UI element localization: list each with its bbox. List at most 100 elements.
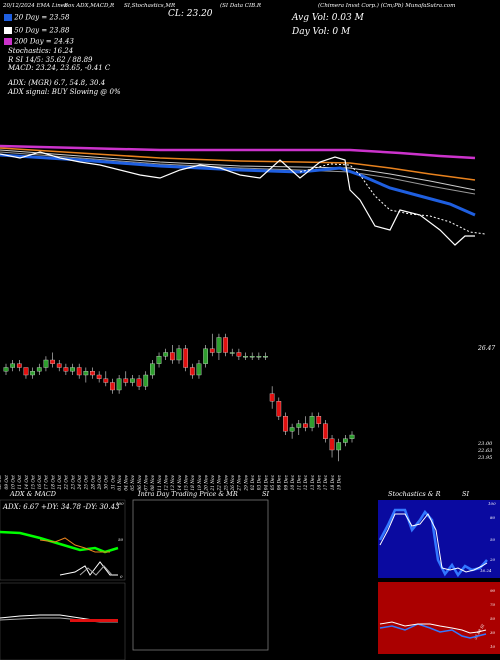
date-tick-label: 12 Dec [304, 474, 309, 490]
symbol-label: (SI Data CIB.R [220, 3, 262, 9]
mr-line [379, 623, 487, 639]
stoch-readout: Stochastics: 16.24 [8, 47, 74, 55]
date-tick-label: 20 Nov [204, 474, 209, 491]
adx-signal: ADX signal: BUY Slowing @ 0% [8, 88, 121, 96]
ema20-swatch [4, 14, 12, 21]
date-tick-label: 07 Nov [145, 474, 150, 490]
candle-body [349, 434, 355, 439]
adx-plus-line [0, 530, 119, 554]
candle-body [10, 363, 16, 368]
candle-body [329, 438, 335, 451]
candle-body [169, 352, 175, 361]
date-tick-label: 04 Nov [125, 474, 130, 490]
date-tick-label: 01 Nov [118, 474, 123, 490]
company-label: (Chimera Invst Corp.) (Cm;Pb) MunafaSutr… [318, 3, 456, 9]
candle-body [90, 371, 95, 376]
date-tick-label: 19 Dec [338, 474, 343, 490]
date-tick-label: 30 Oct [105, 475, 110, 490]
date-tick-label: 21 Nov [211, 474, 216, 491]
ema50-legend: 50 Day = 23.88 [4, 27, 69, 35]
candle-body [323, 423, 328, 439]
candle-body [16, 363, 22, 368]
adx-readout: ADX: (MGR) 6.7, 54.8, 30.4 [8, 79, 106, 87]
candle-body [43, 359, 49, 368]
macd-histogram [70, 619, 118, 622]
date-tick-label: 18 Oct [51, 475, 56, 490]
stoch-tick-80: 80 [490, 515, 496, 520]
title-indicators: Box ADX,MACD,R [64, 3, 115, 9]
candle-body [216, 337, 222, 353]
date-tick-label: 25 Oct [85, 475, 90, 491]
date-tick-label: 05 Nov [131, 474, 136, 490]
candle-body [276, 401, 282, 417]
candle-body [23, 367, 29, 376]
candle-body [150, 363, 155, 376]
candle-body [163, 352, 169, 357]
candle-body [3, 367, 9, 372]
adx-tick-50: 50 [118, 537, 124, 542]
candle-body [56, 363, 62, 368]
ema-gray-line [0, 149, 476, 191]
stoch-tick-50: 50 [490, 537, 496, 542]
ema20-legend: 20 Day = 23.58 [4, 14, 69, 22]
date-tick-label: 29 Nov [244, 474, 249, 491]
adx-tick-0: 0 [120, 574, 123, 579]
title-indicators-2: SI,Stochastics,MR [124, 3, 176, 9]
date-tick-label: 25 Nov [224, 474, 229, 491]
ema20-line [0, 153, 476, 217]
mr-line-white [379, 621, 487, 634]
candle-body [309, 416, 315, 428]
adx-panel-readout: ADX: 6.67 +DY: 34.78 -DY: 30.43 [2, 503, 120, 511]
candle-body [63, 367, 69, 372]
stoch-panel-title: Stochastics & R [388, 490, 441, 498]
candle-body [256, 356, 262, 358]
date-tick-label: 27 Nov [238, 474, 243, 491]
stoch-tick-20: 20 [489, 557, 496, 562]
candle-body [30, 371, 35, 376]
candle-body [263, 356, 268, 358]
date-tick-label: 21 Oct [58, 475, 63, 491]
date-tick-label: 15 Oct [31, 475, 36, 490]
ema200-swatch [4, 38, 12, 45]
date-tick-label: 08 Oct [0, 475, 3, 490]
date-tick-label: 28 Oct [91, 475, 96, 491]
candle-body [196, 363, 202, 376]
date-tick-label: 15 Nov [184, 474, 189, 490]
date-tick-label: 18 Nov [191, 474, 196, 490]
candle-body [136, 378, 142, 387]
price-axis-label-2: 22.63 [477, 448, 492, 454]
date-tick-label: 04 Dec [264, 474, 269, 490]
adx-minus-line [39, 537, 110, 553]
date-tick-label: 24 Oct [78, 475, 83, 491]
date-tick-label: 06 Nov [138, 474, 143, 490]
intraday-panel-title-suffix: SI [262, 490, 269, 498]
date-tick-label: 10 Oct [11, 475, 16, 490]
stoch-current-value: 16.24 [480, 568, 492, 573]
date-tick-label: 02 Dec [251, 474, 256, 490]
stoch-d-line [379, 513, 488, 573]
date-tick-label: 06 Dec [278, 474, 283, 490]
title-left: 20/12/2024 EMA Lines [3, 3, 67, 9]
date-tick-label: 13 Dec [311, 474, 316, 490]
avg-volume: Avg Vol: 0.03 M [292, 13, 364, 23]
candle-body [189, 367, 195, 376]
candle-body [223, 337, 228, 353]
date-tick-label: 10 Dec [291, 474, 296, 490]
candle-body [336, 442, 342, 451]
candle-body [143, 374, 149, 387]
mr-panel-bg [378, 582, 500, 654]
intraday-panel-title: Intra Day Trading Price & MR [137, 490, 238, 498]
adx-line [59, 561, 118, 576]
candle-body [249, 356, 255, 358]
date-tick-label: 11 Dec [298, 474, 303, 490]
ema-orange-line [0, 147, 476, 181]
candle-body [110, 382, 115, 391]
ema-dotted-line [299, 163, 486, 235]
date-tick-label: 16 Oct [38, 475, 43, 490]
ema50-swatch [4, 27, 12, 34]
date-tick-label: 31 Oct [111, 475, 116, 490]
stoch-tick-100: 100 [488, 501, 496, 506]
candle-body [203, 348, 208, 364]
date-tick-label: 09 Dec [284, 474, 289, 490]
